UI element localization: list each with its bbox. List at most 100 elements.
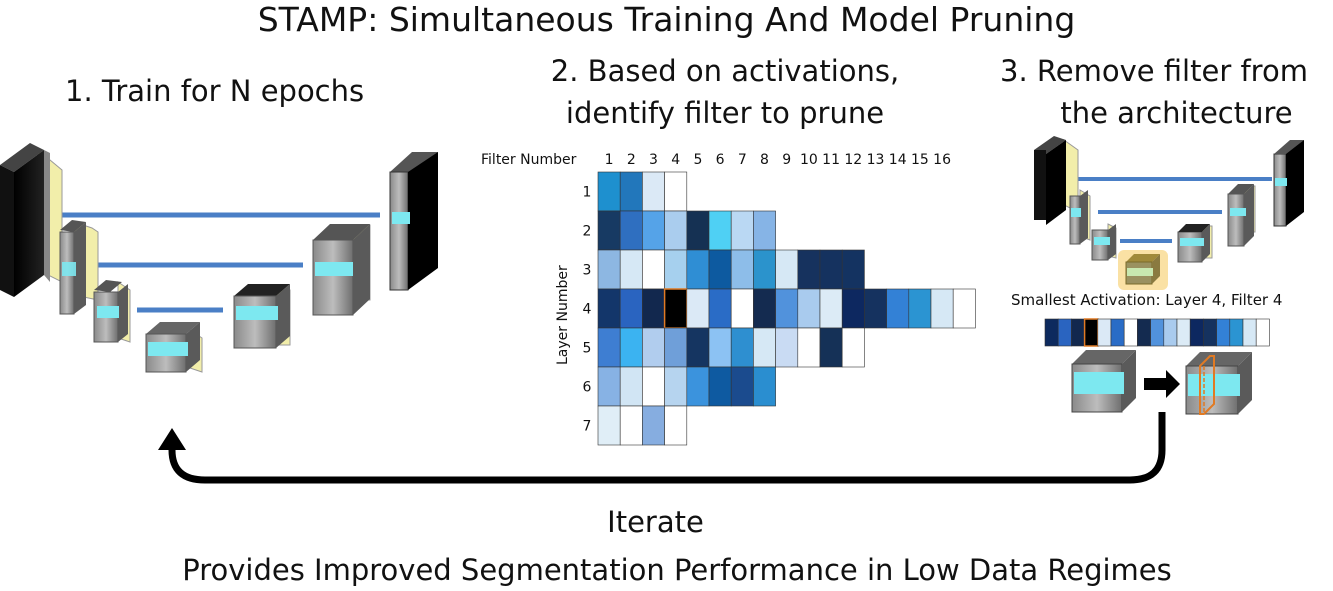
heatmap-cell (730, 210, 754, 251)
pruned-decoder-block-2 (1227, 184, 1256, 247)
heatmap-cell (686, 210, 710, 251)
heatmap-y-axis-title: Layer Number (555, 265, 571, 365)
heatmap-cell (664, 405, 688, 446)
filter-number-tick: 4 (671, 152, 680, 168)
activation-strip-cell (1150, 318, 1165, 347)
decoder-block-2 (312, 224, 371, 316)
heatmap-cell (841, 327, 865, 368)
pruned-architecture (1034, 136, 1304, 415)
heatmap-cell (797, 327, 821, 368)
layer-number-tick: 4 (583, 302, 592, 318)
layer-number-tick: 6 (583, 380, 592, 396)
pruned-bottleneck-highlight (1118, 250, 1168, 290)
heatmap-x-axis-title: Filter Number (481, 152, 577, 168)
heatmap-cell (730, 327, 754, 368)
heatmap-cell (619, 171, 643, 212)
heatmap-cell (597, 249, 621, 290)
filter-number-ticks: 1 2 3 4 5 6 7 8 9 10 11 12 13 14 15 16 (605, 152, 951, 168)
iterate-arrowhead (158, 428, 186, 450)
step-2-heading-line-2: identify filter to prune (565, 96, 885, 130)
activation-strip-cell (1229, 318, 1244, 347)
heatmap-cell (797, 288, 821, 329)
decoder-block-1 (233, 284, 291, 349)
footer-text: Provides Improved Segmentation Performan… (182, 553, 1172, 587)
filter-number-tick: 5 (693, 152, 702, 168)
smallest-activation-label: Smallest Activation: Layer 4, Filter 4 (1011, 291, 1283, 309)
prune-arrow (1144, 370, 1180, 398)
layer-after-pruning (1185, 352, 1252, 415)
filter-number-tick: 1 (605, 152, 614, 168)
heatmap-cell (730, 288, 754, 329)
activation-strip (1044, 318, 1270, 347)
pruned-encoder-block-2 (1091, 223, 1117, 261)
heatmap-cell (663, 288, 688, 329)
heatmap-cell (797, 249, 821, 290)
heatmap-cell (775, 249, 799, 290)
activation-strip-cell (1057, 318, 1072, 347)
heatmap-cell (841, 288, 865, 329)
heatmap-cell (708, 210, 732, 251)
activation-strip-cell (1071, 318, 1085, 347)
iterate-label: Iterate (607, 505, 704, 539)
heatmap-cell (664, 366, 688, 407)
heatmap-cell (708, 288, 732, 329)
heatmap-cell (708, 327, 732, 368)
pruned-decoder-block-1 (1177, 224, 1213, 263)
filter-number-tick: 14 (889, 152, 907, 168)
heatmap-cell (597, 171, 621, 212)
heatmap-cell (753, 249, 776, 290)
activation-strip-cell (1044, 318, 1059, 347)
bottleneck-block (145, 322, 203, 373)
iterate-loop-arrow (168, 412, 1166, 484)
activation-strip-cell (1216, 318, 1231, 347)
activation-strip-cell (1242, 318, 1257, 347)
heatmap-cell (664, 327, 688, 368)
heatmap-cell (708, 366, 732, 407)
heatmap-cell (642, 249, 665, 290)
filter-number-tick: 10 (800, 152, 818, 168)
filter-number-tick: 2 (627, 152, 636, 168)
activation-strip-cell (1137, 318, 1151, 347)
heatmap-cell (619, 210, 643, 251)
heatmap-cell (753, 366, 776, 407)
activation-strip-cell (1097, 318, 1112, 347)
page-title: STAMP: Simultaneous Training And Model P… (257, 0, 1076, 39)
heatmap-cell (753, 210, 776, 251)
step-2-heading-line-1: 2. Based on activations, (550, 54, 900, 88)
heatmap-cell (597, 210, 621, 251)
heatmap-cell (753, 288, 776, 329)
heatmap-cell (642, 405, 665, 446)
filter-number-tick: 9 (782, 152, 791, 168)
heatmap-cell (642, 327, 665, 368)
encoder-block-1 (59, 220, 99, 315)
activation-heatmap: Filter Number 1 2 3 4 5 6 7 8 9 10 11 12 13 14 15 16 12… (481, 152, 976, 446)
heatmap-cell (864, 288, 887, 329)
heatmap-cell (597, 327, 621, 368)
encoder-block-2 (93, 280, 131, 343)
heatmap-cell (619, 366, 643, 407)
heatmap-cell (753, 327, 776, 368)
heatmap-cell (642, 171, 665, 212)
unet-architecture (0, 143, 438, 373)
layer-number-tick: 7 (583, 419, 592, 435)
activation-strip-cell (1255, 318, 1270, 347)
heatmap-cell (819, 327, 843, 368)
filter-number-tick: 6 (716, 152, 725, 168)
heatmap-cell (619, 288, 643, 329)
heatmap-cell (819, 249, 843, 290)
output-block (389, 152, 438, 291)
heatmap-cell (642, 288, 665, 329)
heatmap-cell (952, 288, 976, 329)
input-block (0, 143, 63, 297)
heatmap-cell (597, 366, 621, 407)
heatmap-cell (597, 288, 621, 329)
activation-strip-cell (1203, 318, 1217, 347)
heatmap-cell (686, 249, 710, 290)
layer-number-tick: 5 (583, 341, 592, 357)
heatmap-cells (597, 171, 976, 446)
heatmap-cell (819, 288, 843, 329)
heatmap-cell (775, 288, 799, 329)
step-1-heading: 1. Train for N epochs (65, 74, 365, 108)
heatmap-cell (686, 327, 710, 368)
